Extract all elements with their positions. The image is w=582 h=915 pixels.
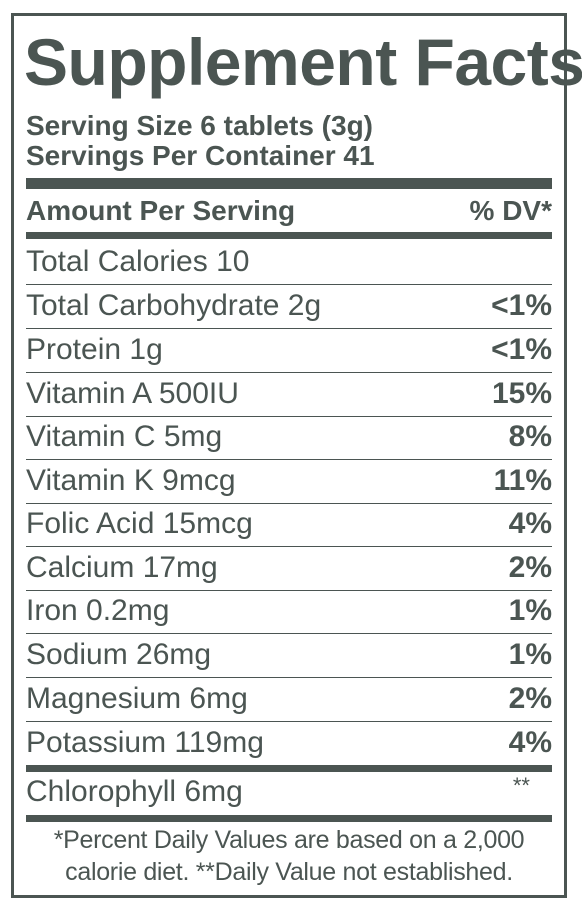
nutrient-row: Total Calories 10	[26, 241, 552, 285]
nutrient-dv: 4%	[508, 507, 552, 540]
servings-per-container: Servings Per Container 41	[26, 140, 375, 171]
nutrient-name: Potassium 119mg	[26, 726, 264, 759]
footnote-line-1: *Percent Daily Values are based on a 2,0…	[53, 826, 525, 854]
amount-per-serving-label: Amount Per Serving	[26, 195, 296, 226]
nutrient-name: Folic Acid 15mcg	[26, 507, 253, 540]
serving-size: Serving Size 6 tablets (3g)	[26, 110, 373, 141]
footnote-line-2: calorie diet. **Daily Value not establis…	[65, 858, 513, 886]
nutrient-dv: 4%	[508, 726, 552, 759]
nutrient-name: Vitamin C 5mg	[26, 420, 223, 453]
nutrient-name: Iron 0.2mg	[26, 594, 170, 627]
daily-value-label: % DV*	[469, 195, 552, 226]
nutrient-name: Vitamin A 500IU	[26, 377, 239, 410]
nutrient-name: Calcium 17mg	[26, 551, 218, 584]
footnote: *Percent Daily Values are based on a 2,0…	[26, 824, 552, 888]
supplement-facts-panel: Supplement Facts Serving Size 6 tablets …	[11, 13, 582, 898]
thick-divider	[26, 178, 552, 189]
nutrient-row: Sodium 26mg 1%	[26, 633, 552, 678]
other-ingredient-row: Chlorophyll 6mg **	[26, 771, 552, 816]
other-ingredient-dv: **	[512, 773, 530, 798]
column-header: Amount Per Serving % DV*	[26, 191, 552, 231]
nutrient-name: Magnesium 6mg	[26, 682, 248, 715]
nutrient-row: Calcium 17mg 2%	[26, 546, 552, 591]
nutrient-name: Sodium 26mg	[26, 638, 212, 671]
nutrient-dv: <1%	[491, 333, 552, 366]
medium-divider	[26, 232, 552, 239]
nutrient-dv: <1%	[491, 289, 552, 322]
nutrient-row: Vitamin A 500IU 15%	[26, 372, 552, 417]
nutrient-name: Protein 1g	[26, 333, 163, 366]
nutrient-name: Total Carbohydrate 2g	[26, 289, 322, 322]
nutrient-row: Protein 1g <1%	[26, 328, 552, 373]
nutrient-row: Folic Acid 15mcg 4%	[26, 503, 552, 547]
other-ingredient-name: Chlorophyll 6mg	[26, 775, 243, 808]
nutrient-dv: 15%	[491, 377, 552, 410]
nutrient-name: Total Calories 10	[26, 245, 250, 278]
nutrient-row: Iron 0.2mg 1%	[26, 590, 552, 634]
nutrient-dv: 1%	[508, 638, 552, 671]
nutrient-dv: 11%	[493, 464, 552, 497]
panel-title: Supplement Facts	[24, 25, 582, 99]
nutrient-row: Magnesium 6mg 2%	[26, 677, 552, 722]
medium-divider-bottom	[26, 765, 552, 772]
nutrient-dv: 1%	[508, 594, 552, 627]
nutrient-row: Total Carbohydrate 2g <1%	[26, 284, 552, 329]
nutrient-name: Vitamin K 9mcg	[26, 464, 236, 497]
nutrient-dv: 2%	[508, 682, 552, 715]
nutrient-dv: 2%	[508, 551, 552, 584]
thick-divider-footer	[26, 815, 552, 822]
nutrient-dv: 8%	[508, 420, 552, 453]
nutrient-row: Vitamin C 5mg 8%	[26, 416, 552, 460]
nutrient-row: Vitamin K 9mcg 11%	[26, 459, 552, 504]
nutrient-row: Potassium 119mg 4%	[26, 721, 552, 765]
